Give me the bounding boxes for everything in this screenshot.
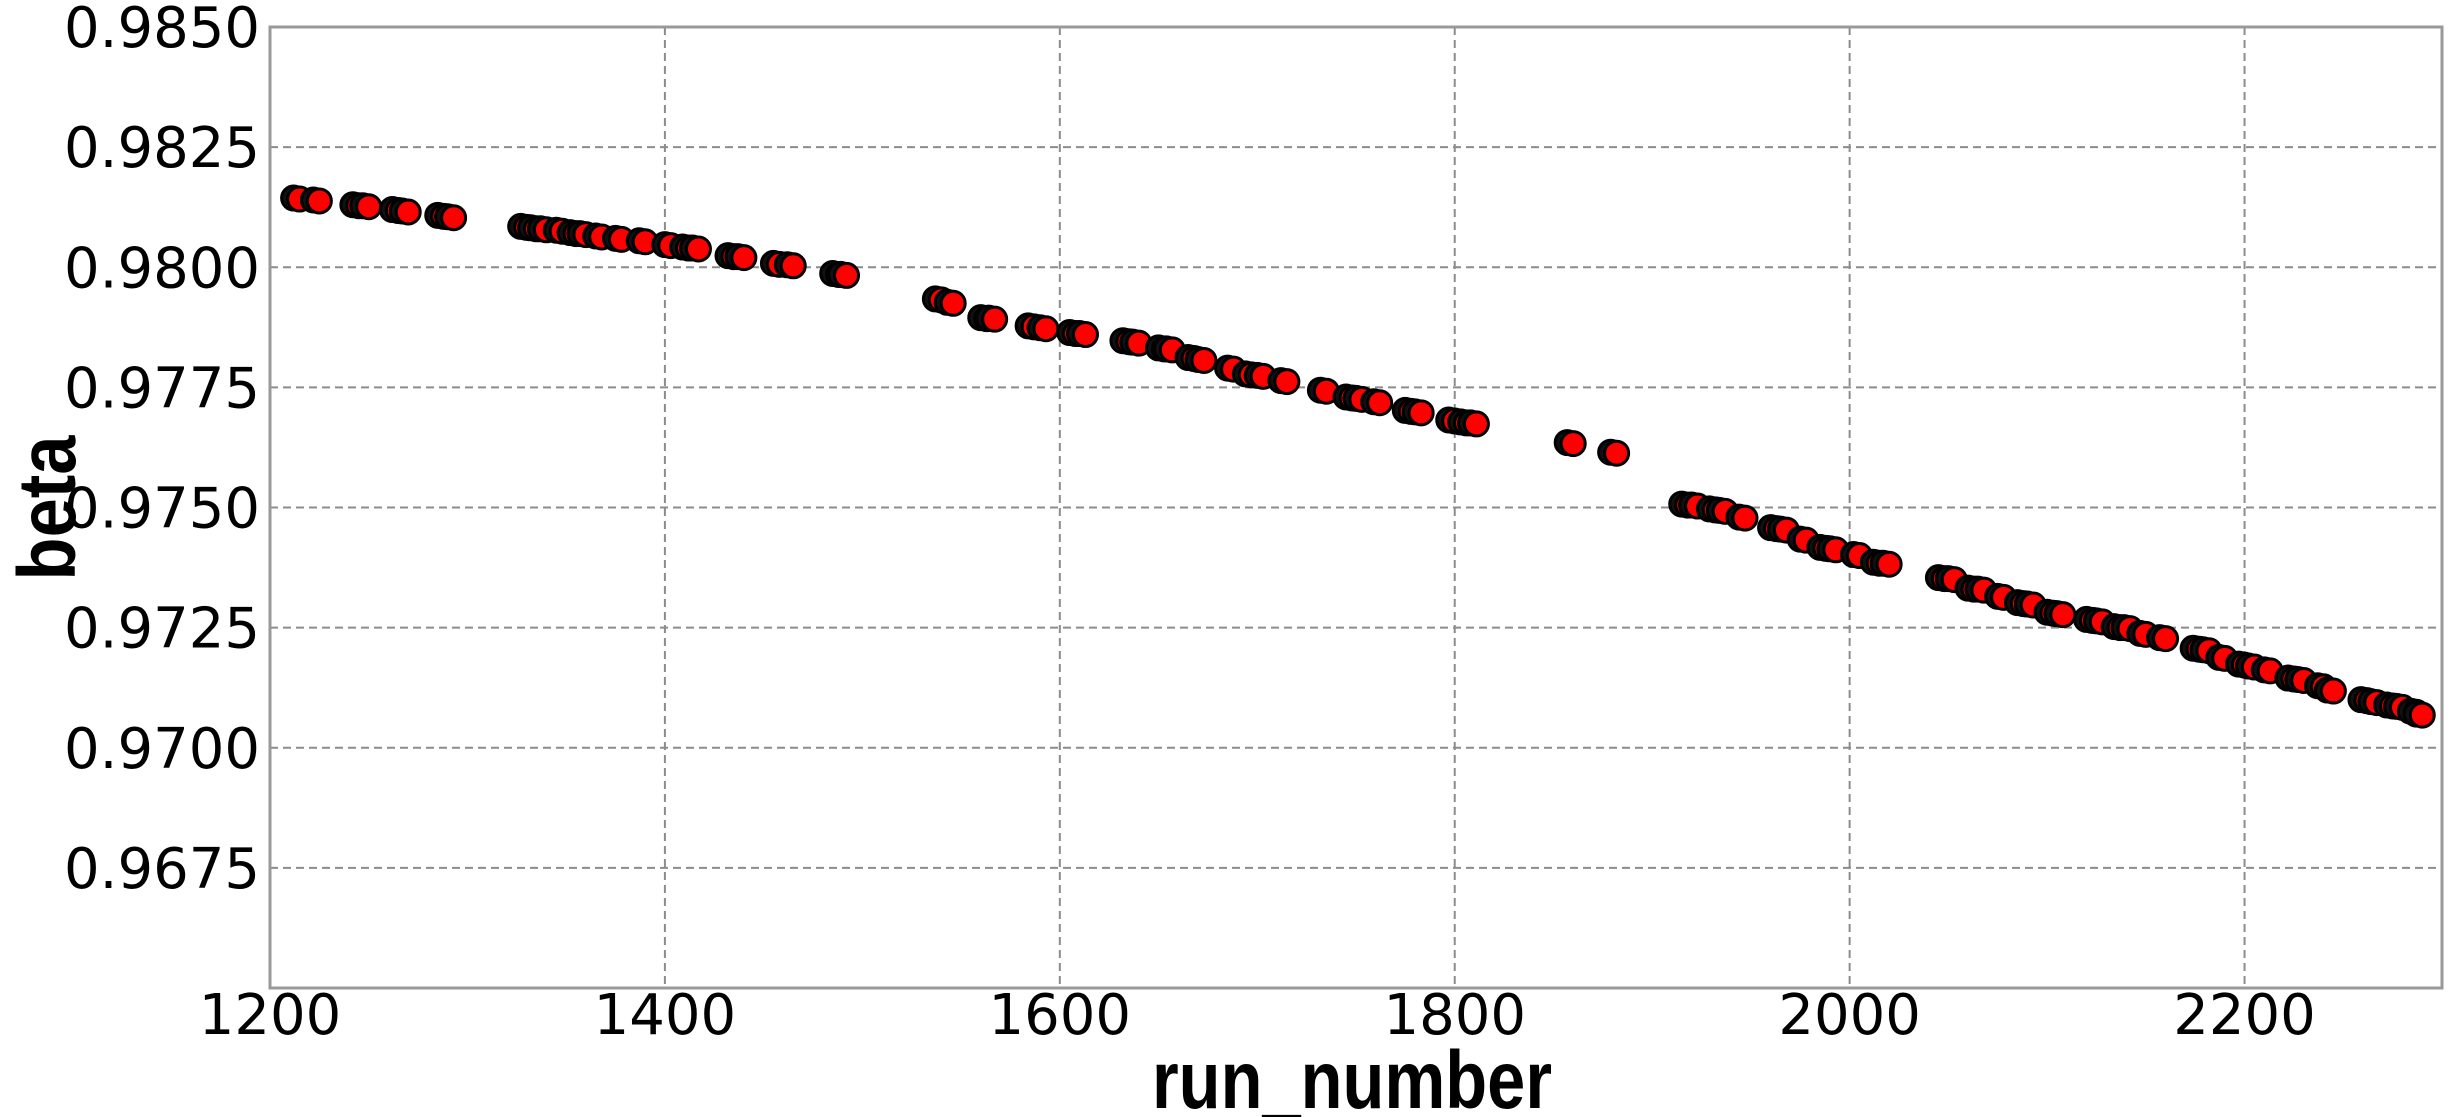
- data-point: [355, 193, 383, 221]
- data-point: [1731, 504, 1759, 532]
- y-axis-label: beta: [2, 434, 93, 580]
- y-tick-labels: 0.9675 0.9700 0.9725 0.9750 0.9775 0.9800 0.98…: [64, 0, 260, 902]
- data-point: [440, 204, 468, 232]
- data-point: [1559, 430, 1587, 458]
- x-tick-label: 1600: [989, 983, 1132, 1048]
- data-point: [1273, 368, 1301, 396]
- data-point: [981, 305, 1009, 333]
- data-point: [2152, 625, 2180, 653]
- data-point: [1366, 389, 1394, 417]
- data-point: [2049, 601, 2077, 629]
- data-point: [1603, 439, 1631, 467]
- x-tick-labels: 1200 1400 1600 1800 2000 2200: [199, 983, 2316, 1048]
- data-point: [305, 187, 333, 215]
- x-tick-label: 2200: [2173, 983, 2316, 1048]
- y-tick-label: 0.9825: [64, 116, 260, 181]
- data-point: [394, 198, 422, 226]
- x-tick-label: 2000: [1778, 983, 1921, 1048]
- data-point: [1407, 399, 1435, 427]
- y-tick-label: 0.9800: [64, 236, 260, 301]
- grid-lines: [270, 27, 2442, 988]
- data-point: [779, 252, 807, 280]
- data-point: [1071, 321, 1099, 349]
- data-point: [2408, 701, 2436, 729]
- x-tick-label: 1800: [1383, 983, 1526, 1048]
- y-tick-label: 0.9775: [64, 356, 260, 421]
- y-tick-label: 0.9850: [64, 0, 260, 61]
- data-point: [1462, 410, 1490, 438]
- data-point: [730, 244, 758, 272]
- data-point: [1190, 346, 1218, 374]
- data-point: [2319, 677, 2347, 705]
- data-point: [1032, 315, 1060, 343]
- data-point: [939, 289, 967, 317]
- y-tick-label: 0.9675: [64, 837, 260, 902]
- data-point: [833, 261, 861, 289]
- data-point: [1875, 550, 1903, 578]
- x-tick-label: 1200: [199, 983, 342, 1048]
- plot-frame: [268, 25, 2444, 990]
- y-tick-label: 0.9700: [64, 717, 260, 782]
- x-axis-label: run_number: [1152, 1035, 1552, 1117]
- x-tick-label: 1400: [594, 983, 737, 1048]
- data-points: [280, 184, 2436, 729]
- y-tick-label: 0.9750: [64, 477, 260, 542]
- data-point: [684, 235, 712, 263]
- y-tick-label: 0.9725: [64, 597, 260, 662]
